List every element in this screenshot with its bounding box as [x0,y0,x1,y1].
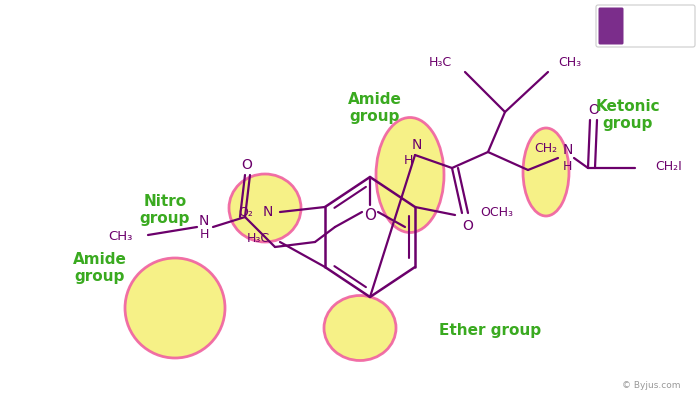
Text: O: O [241,158,253,172]
Text: OCH₃: OCH₃ [480,207,513,220]
Ellipse shape [523,128,569,216]
Text: © Byjus.com: © Byjus.com [622,380,680,389]
Text: H: H [199,228,209,241]
Text: H₃C: H₃C [247,233,270,246]
Text: Nitro
group: Nitro group [140,194,190,226]
Text: N: N [563,143,573,157]
Text: O₂: O₂ [238,205,253,218]
Ellipse shape [376,117,444,233]
Text: Amide
group: Amide group [348,92,402,124]
Text: CH₂I: CH₂I [655,160,682,173]
Text: H: H [403,154,413,167]
Text: N: N [199,214,209,228]
Text: H: H [563,160,573,173]
Text: O: O [463,219,473,233]
Ellipse shape [324,295,396,361]
Text: Ketonic
group: Ketonic group [596,99,660,131]
Text: O: O [364,207,376,222]
Text: CH₃: CH₃ [558,56,581,68]
Text: CH₃: CH₃ [108,231,133,243]
Ellipse shape [229,174,301,242]
Text: Amide
group: Amide group [73,252,127,284]
FancyBboxPatch shape [598,8,624,45]
Text: BYJU'S: BYJU'S [627,11,673,24]
FancyBboxPatch shape [596,5,695,47]
Text: Ether group: Ether group [439,322,541,337]
Text: H₃C: H₃C [429,56,452,68]
Text: O: O [589,103,599,117]
Text: CH₂: CH₂ [534,141,558,154]
Text: The Learning App: The Learning App [616,30,684,38]
Ellipse shape [125,258,225,358]
Text: N: N [262,205,273,219]
Text: b: b [607,19,615,32]
Text: ⬛: ⬛ [607,19,615,33]
Text: N: N [412,138,422,152]
